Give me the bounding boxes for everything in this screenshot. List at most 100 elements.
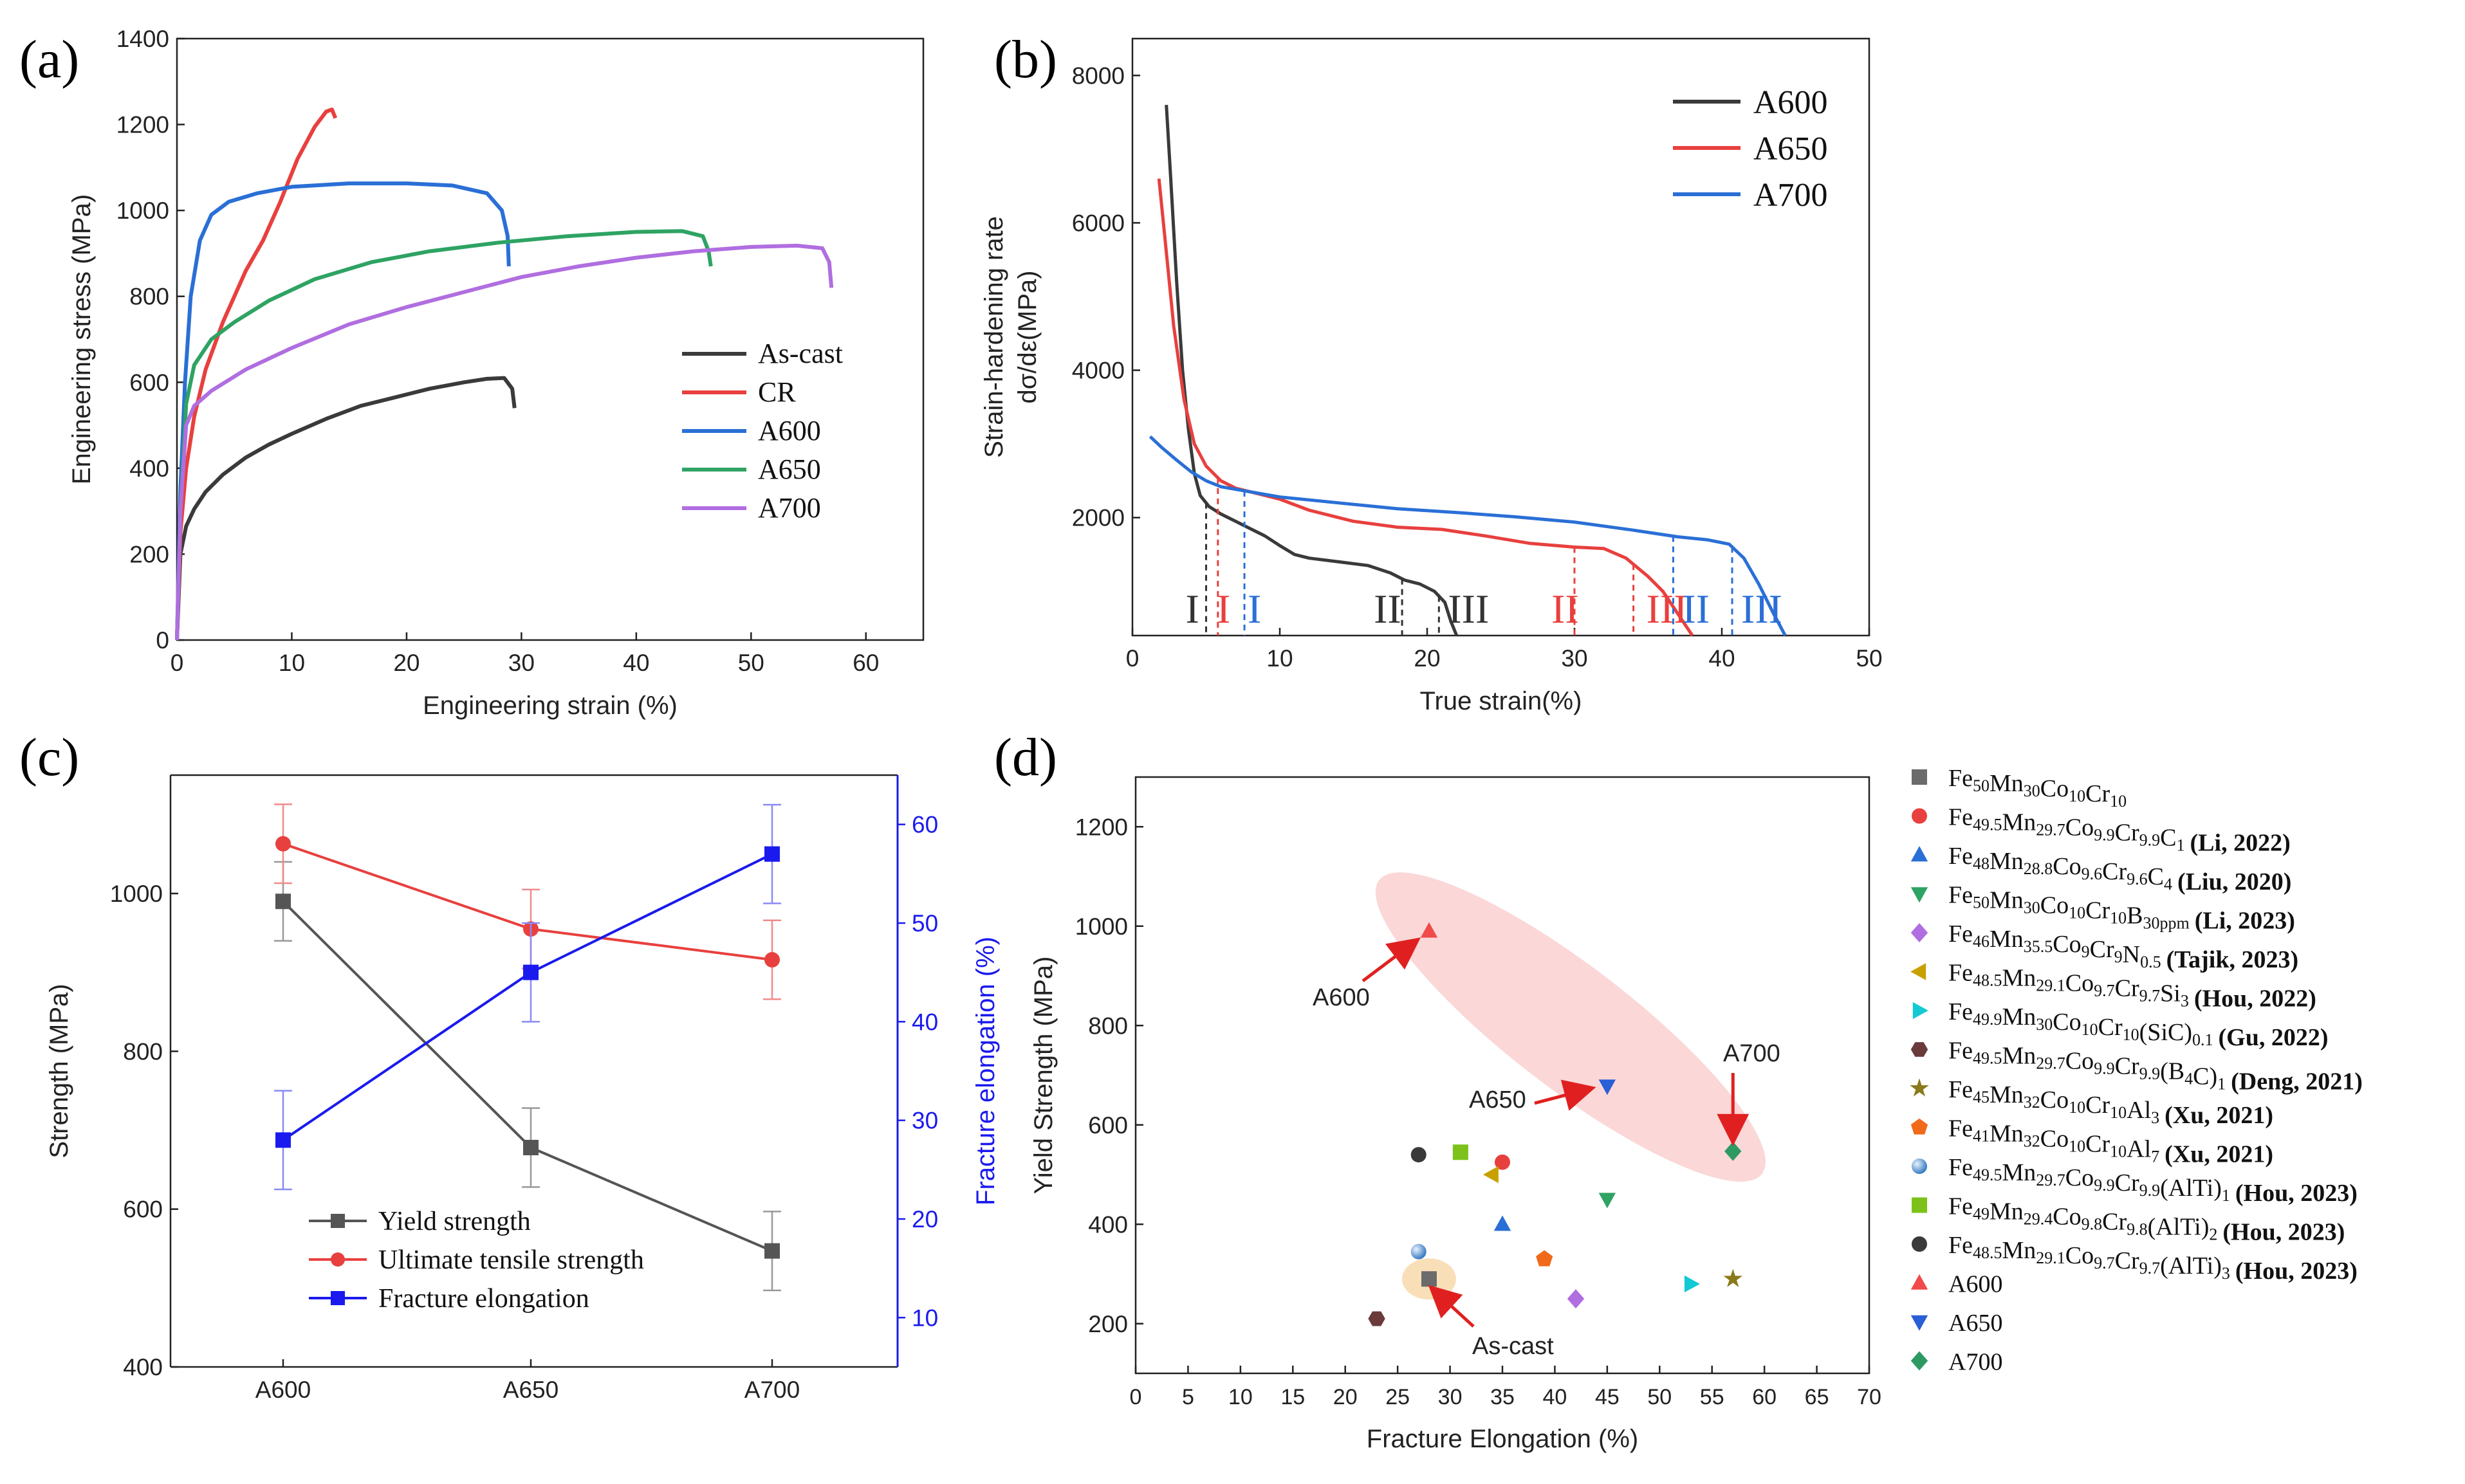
panel-label-d: (d)	[994, 728, 1057, 787]
b-y-tick-label: 4000	[1072, 358, 1125, 384]
d-legend-formula-part: 29.7	[2036, 1054, 2065, 1073]
a-x-tick-label: 20	[393, 650, 420, 676]
d-legend-formula-part: 2	[2209, 1225, 2217, 1244]
d-legend-formula-part: 9.7	[2139, 987, 2161, 1005]
d-legend-marker-fe48mn28-8co9-6cr9-6c4	[1910, 846, 1928, 862]
d-legend-formula-part: 9.8	[2127, 1220, 2148, 1239]
d-legend-formula-part: 9.6	[2127, 870, 2148, 888]
a-series-line-cr	[175, 107, 338, 641]
d-legend-formula-part: Cr	[2085, 1131, 2110, 1158]
a-y-tick-label: 1000	[116, 197, 169, 224]
d-legend-formula-part: 30	[2024, 782, 2040, 800]
d-legend-formula-part: 10	[2069, 1137, 2085, 1156]
d-legend-formula-part: 49.5	[1973, 1049, 2002, 1068]
d-legend-formula-part: Mn	[2002, 1237, 2036, 1264]
d-point-fe48mn28-8co9-6cr9-6c4	[1493, 1215, 1511, 1231]
d-legend-formula-part: (AlTi)	[2148, 1214, 2210, 1241]
a-series-line-a650	[175, 229, 713, 641]
d-x-tick-label: 40	[1543, 1385, 1567, 1409]
d-plot-frame	[1134, 776, 1870, 1375]
d-legend-formula-part: A650	[1948, 1310, 2002, 1337]
d-legend-marker-fe48-5mn29-1co9-7cr9-7si3	[1910, 963, 1926, 980]
a-series-line-a600	[175, 181, 511, 641]
b-y-axis-label-line1: Strain-hardening rate	[980, 216, 1008, 458]
d-legend-formula-part: Co	[2065, 1048, 2094, 1075]
d-legend-formula-part: 46	[1973, 932, 1990, 951]
d-legend-formula-part: 9.9	[2094, 1059, 2115, 1078]
d-legend-formula-part: 41	[1973, 1127, 1990, 1146]
d-x-tick-label: 45	[1595, 1385, 1620, 1409]
d-legend-formula-part: 9.6	[2082, 865, 2103, 883]
b-series-line-a600	[1165, 104, 1459, 636]
d-legend-formula-part: Co	[2040, 1086, 2069, 1113]
b-x-tick-label: 10	[1266, 645, 1293, 672]
d-point-fe49-5mn29-7co9-9cr9-9-alti-1	[1410, 1243, 1426, 1260]
d-legend-reference: (Gu, 2022)	[2219, 1024, 2329, 1051]
d-legend-formula-part: Mn	[2002, 965, 2036, 992]
a-legend-label-cr: CR	[758, 376, 796, 408]
d-x-tick-label: 20	[1333, 1385, 1358, 1409]
c-legend-label-fracture-elongation: Fracture elongation	[378, 1284, 589, 1314]
d-legend-formula-part: 3	[2181, 992, 2189, 1011]
d-legend-formula-part: 10	[2110, 1103, 2127, 1122]
b-stage-label: II	[1682, 586, 1710, 632]
panel-b-chart: 0 10 20 30 40 50 2000 4000 6000 8000 True strain(%…	[980, 37, 1883, 715]
d-legend-reference: (Xu, 2021)	[2165, 1102, 2273, 1129]
c-series-line-ultimate-tensile-strength	[282, 842, 773, 961]
d-legend-marker-fe49-9mn30co10cr10-sic-0-1	[1912, 1002, 1928, 1020]
c-y-tick-label: 800	[123, 1038, 163, 1065]
d-x-tick-label: 70	[1857, 1385, 1881, 1409]
d-legend-formula-part: Co	[2053, 931, 2081, 958]
d-legend-formula-part: Cr	[2085, 780, 2110, 807]
d-legend-formula-part: 30	[2024, 899, 2040, 917]
d-legend-formula-part: 7	[2151, 1148, 2159, 1166]
d-legend-formula-part: Si	[2160, 980, 2181, 1007]
b-stage-label: III	[1741, 586, 1782, 632]
d-legend-formula-part: 10	[2110, 792, 2127, 811]
panel-a-chart: 0 10 20 30 40 50 600200400600800100012001400En…	[68, 26, 925, 720]
d-point-fe45mn32co10cr10al3	[1723, 1269, 1743, 1287]
d-annotation-a650: A650	[1469, 1086, 1526, 1113]
d-legend-formula-part: Mn	[1990, 848, 2024, 875]
d-x-tick-label: 65	[1805, 1385, 1829, 1409]
d-legend-formula-part: 30	[2036, 1015, 2053, 1034]
panel-label-a: (a)	[19, 30, 79, 89]
a-x-tick-label: 0	[171, 650, 184, 676]
d-legend-formula-part: Fe	[1948, 882, 1973, 909]
d-legend-reference: (Hou, 2023)	[2222, 1219, 2345, 1246]
c-point-ultimate-tensile-strength	[275, 836, 291, 852]
d-x-tick-label: 60	[1752, 1385, 1777, 1409]
d-legend-marker-fe50mn30co10cr10	[1912, 769, 1927, 785]
d-legend-formula-part: Cr	[2102, 1209, 2127, 1236]
b-plot-frame	[1131, 37, 1870, 637]
d-legend-formula-part: Fe	[1948, 804, 1973, 831]
d-legend-formula-part: 48	[1973, 854, 1990, 873]
d-legend-formula-part: Fe	[1948, 1038, 1973, 1065]
d-legend-formula-part: 3	[2151, 1108, 2159, 1127]
d-legend-formula-part: 9.9	[2139, 1181, 2161, 1200]
d-legend-formula-part: Mn	[2002, 1003, 2036, 1031]
d-point-fe48-5mn29-1co9-7cr9-7si3	[1482, 1166, 1499, 1184]
b-stage-label: I	[1217, 586, 1230, 632]
a-x-tick-label: 10	[279, 650, 305, 676]
d-legend-formula-part: 9.9	[2094, 1176, 2115, 1195]
d-legend-formula-part: Fe	[1948, 960, 1973, 987]
a-x-tick-label: 50	[738, 650, 764, 676]
b-y-tick-label: 8000	[1072, 62, 1125, 89]
a-legend-label-a700: A700	[758, 492, 821, 524]
panel-d-chart: 0 5 10 15 20 25 30 35 40 45 50 55 60 65 70 200 400 600 800…	[1029, 765, 2363, 1453]
d-y-tick-label: 1000	[1075, 913, 1128, 940]
c-y-axis-label: Strength (MPa)	[45, 984, 73, 1158]
d-legend-formula-part: Fe	[1948, 1193, 1973, 1220]
d-legend-formula-part: Fe	[1948, 843, 1973, 870]
d-legend-marker-fe49-5mn29-7co9-9cr9-9-b4c-1	[1910, 1042, 1928, 1057]
d-legend-formula-part: Fe	[1948, 765, 1973, 792]
c-legend-label-ultimate-tensile-strength: Ultimate tensile strength	[378, 1245, 644, 1275]
d-legend-formula-part: Mn	[2002, 1159, 2036, 1186]
c-point-fracture-elongation	[764, 846, 780, 862]
d-legend-formula-part: 9	[2082, 942, 2090, 961]
d-legend-marker-fe49-5mn29-7co9-9cr9-9c1	[1912, 808, 1927, 824]
c-y2-tick-label: 50	[912, 910, 938, 937]
c-point-yield-strength	[275, 893, 291, 910]
d-legend-formula-part: 1	[2217, 1075, 2226, 1094]
